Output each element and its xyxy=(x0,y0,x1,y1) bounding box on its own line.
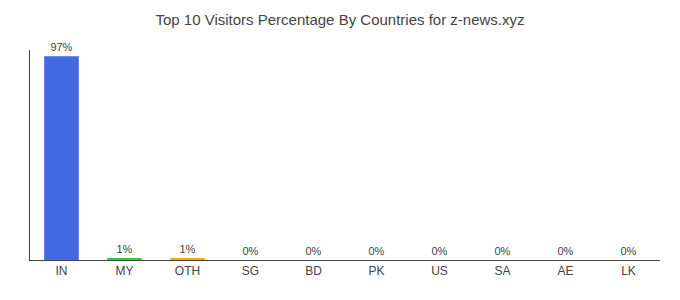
svg-text:0%: 0% xyxy=(494,245,510,257)
svg-text:1%: 1% xyxy=(116,243,132,255)
svg-text:LK: LK xyxy=(621,264,636,278)
svg-text:OTH: OTH xyxy=(175,264,200,278)
svg-text:0%: 0% xyxy=(557,245,573,257)
svg-text:0%: 0% xyxy=(368,245,384,257)
svg-text:PK: PK xyxy=(368,264,384,278)
svg-text:0%: 0% xyxy=(620,245,636,257)
svg-text:BD: BD xyxy=(305,264,322,278)
svg-text:SG: SG xyxy=(242,264,259,278)
svg-text:0%: 0% xyxy=(431,245,447,257)
svg-text:Top 10 Visitors Percentage By: Top 10 Visitors Percentage By Countries … xyxy=(155,11,524,28)
svg-text:0%: 0% xyxy=(305,245,321,257)
svg-text:AE: AE xyxy=(557,264,573,278)
svg-text:SA: SA xyxy=(494,264,510,278)
svg-text:US: US xyxy=(431,264,448,278)
svg-text:1%: 1% xyxy=(179,243,195,255)
svg-text:97%: 97% xyxy=(50,41,72,53)
svg-text:MY: MY xyxy=(116,264,134,278)
svg-text:0%: 0% xyxy=(242,245,258,257)
svg-text:IN: IN xyxy=(56,264,68,278)
